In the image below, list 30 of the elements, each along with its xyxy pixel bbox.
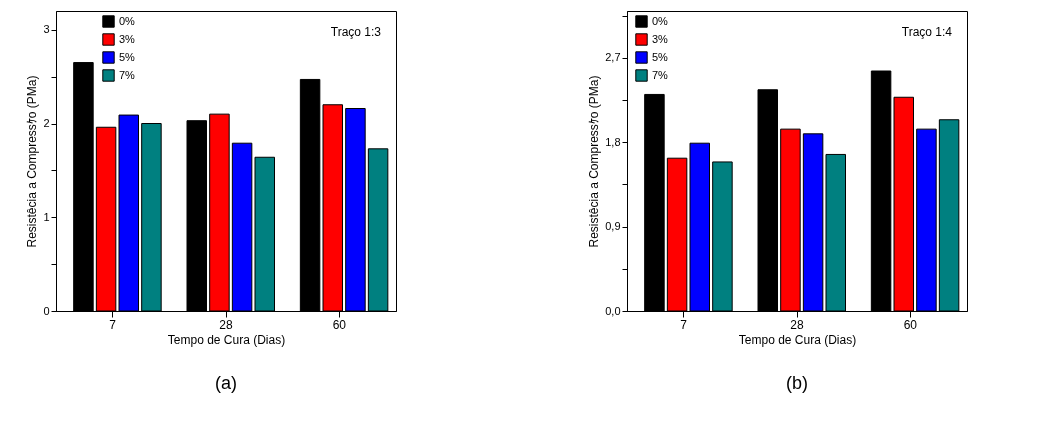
x-tick-label: 28 [219, 317, 233, 332]
y-tick-label: 2 [43, 117, 50, 129]
y-tick-label: 0,9 [605, 220, 621, 233]
legend-label: 5% [652, 50, 669, 63]
y-tick-label: 0,0 [605, 304, 621, 317]
annotation: Traço 1:4 [901, 25, 953, 39]
y-tick-label: 3 [43, 23, 50, 36]
y-tick-label: 1 [43, 210, 50, 223]
annotation: Traço 1:3 [330, 25, 382, 39]
legend-label: 0% [119, 14, 136, 27]
y-axis-title: Resistêcia a Compressｹo (PMa) [25, 75, 40, 248]
y-tick-label: 0 [43, 304, 50, 317]
legend-label: 5% [119, 50, 136, 63]
legend-label: 7% [652, 68, 669, 81]
legend-label: 7% [119, 68, 136, 81]
text: (b) [786, 373, 808, 393]
x-tick-label: 28 [790, 317, 804, 332]
legend-label: 3% [652, 32, 669, 45]
y-tick-label: 1,8 [605, 135, 621, 148]
x-tick-label: 60 [332, 317, 347, 332]
legend-label: 3% [119, 32, 136, 45]
x-axis-title: Tempo de Cura (Dias) [738, 332, 857, 347]
legend-label: 0% [652, 14, 669, 27]
text: (a) [215, 373, 237, 393]
x-axis-title: Tempo de Cura (Dias) [167, 332, 286, 347]
y-axis-title: Resistêcia a Compressｹo (PMa) [587, 75, 602, 248]
x-tick-label: 7 [109, 317, 117, 332]
x-tick-label: 7 [680, 317, 688, 332]
x-tick-label: 60 [903, 317, 918, 332]
y-tick-label: 2,7 [605, 51, 621, 64]
